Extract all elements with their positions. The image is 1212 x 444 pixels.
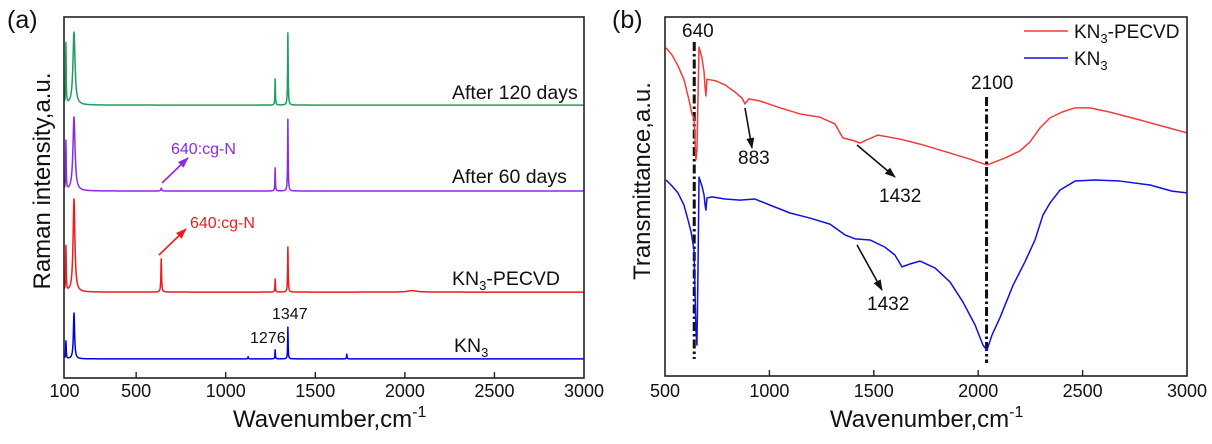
annotation-640-cg-n-pecvd: 640:cg-N — [190, 215, 255, 232]
series-label-text: KN — [454, 335, 481, 357]
x-tick-label-1000: 1000 — [749, 381, 789, 401]
raman-trace-kn3 — [64, 312, 584, 360]
x-tick-label-2000: 2000 — [385, 381, 425, 401]
x-axis-title-b-text: Wavenumber,cm — [830, 406, 1009, 433]
annotation-arrow-640-purple — [161, 157, 189, 184]
legend-entry-kn3-pecvd: KN3-PECVD — [1024, 22, 1179, 46]
legend-label-text: KN — [1074, 49, 1100, 70]
x-axis-title-a: Wavenumber,cm-1 — [233, 404, 427, 433]
x-tick-label-1500: 1500 — [295, 381, 335, 401]
panel-a-raman-spectra: (a) 100 500 1000 1500 2000 2500 3000 Raman int… — [7, 6, 604, 433]
annotation-peak-1347: 1347 — [272, 306, 308, 323]
plot-frame-b — [664, 16, 1188, 377]
legend-label-kn3-pecvd: KN3-PECVD — [1074, 22, 1179, 46]
annotation-arrow-1432-kn3 — [856, 244, 883, 291]
series-label-after-60-days: After 60 days — [452, 166, 567, 188]
legend-label-text: KN — [1074, 22, 1100, 43]
traces-a — [64, 31, 584, 360]
series-label-text: After 120 days — [452, 82, 578, 104]
x-tick-label-2500: 2500 — [1063, 381, 1103, 401]
legend-label-kn3: KN3 — [1074, 49, 1108, 73]
legend-entry-kn3: KN3 — [1024, 49, 1108, 73]
reference-lines-b — [692, 42, 989, 363]
series-label-kn3: KN3 — [454, 335, 488, 360]
x-tick-label-3000: 3000 — [564, 381, 604, 401]
x-axis-title-a-sup: -1 — [412, 404, 426, 421]
x-axis-ticks-a: 100 500 1000 1500 2000 2500 3000 — [49, 372, 604, 401]
raman-trace-after-120-days — [64, 31, 584, 106]
x-tick-label-3000: 3000 — [1167, 381, 1207, 401]
annotation-peak-1276: 1276 — [250, 330, 286, 347]
legend-label-tail: -PECVD — [1108, 22, 1180, 43]
x-axis-title-b: Wavenumber,cm-1 — [830, 404, 1024, 433]
series-label-kn3-pecvd: KN3-PECVD — [452, 268, 560, 293]
annotation-arrow-883 — [744, 107, 755, 149]
x-tick-label-100: 100 — [49, 381, 79, 401]
series-label-text: KN — [452, 268, 479, 290]
x-tick-label-1500: 1500 — [854, 381, 894, 401]
x-tick-label-500: 500 — [121, 381, 151, 401]
legend-label-subscript: 3 — [1100, 58, 1107, 73]
x-tick-label-2500: 2500 — [474, 381, 514, 401]
x-axis-ticks-b: 500 1000 1500 2000 2500 3000 — [650, 370, 1207, 401]
raman-trace-after-60-days — [64, 116, 584, 192]
annotation-peak-1432-pecvd: 1432 — [879, 186, 921, 207]
panel-label-b: (b) — [612, 6, 643, 34]
series-label-subscript: 3 — [481, 345, 488, 360]
panel-b-ftir-spectra: (b) 500 1000 1500 2000 2500 3000 Transmittanc… — [612, 6, 1207, 433]
ftir-trace-kn3-pecvd — [665, 46, 1187, 166]
series-label-tail: -PECVD — [486, 268, 560, 290]
ftir-trace-kn3 — [665, 176, 1187, 351]
legend-b: KN3-PECVD KN3 — [1024, 22, 1179, 73]
annotation-640-cg-n-after-60-days: 640:cg-N — [171, 141, 236, 158]
x-tick-label-2000: 2000 — [958, 381, 998, 401]
plot-frame-a — [63, 16, 585, 379]
legend-label-subscript: 3 — [1100, 31, 1107, 46]
annotation-arrow-640-red — [158, 228, 187, 256]
traces-b — [665, 46, 1187, 351]
annotation-peak-1432-kn3: 1432 — [867, 294, 909, 315]
annotation-peak-883: 883 — [738, 148, 770, 169]
series-label-after-120-days: After 120 days — [452, 82, 578, 104]
x-axis-title-b-sup: -1 — [1009, 404, 1023, 421]
series-label-text: After 60 days — [452, 166, 567, 188]
panel-label-a: (a) — [7, 6, 38, 34]
y-axis-title-a: Raman intensity,a.u. — [29, 73, 56, 290]
x-tick-label-1000: 1000 — [206, 381, 246, 401]
reference-line-label-2100: 2100 — [971, 73, 1013, 94]
reference-line-label-640: 640 — [682, 21, 714, 42]
raman-trace-kn3-pecvd — [64, 198, 584, 293]
series-label-subscript: 3 — [479, 278, 486, 293]
annotation-arrow-1432-pecvd — [856, 144, 896, 178]
x-tick-label-500: 500 — [650, 381, 680, 401]
y-axis-title-b: Transmittance,a.u. — [629, 82, 656, 280]
x-axis-title-a-text: Wavenumber,cm — [233, 406, 412, 433]
